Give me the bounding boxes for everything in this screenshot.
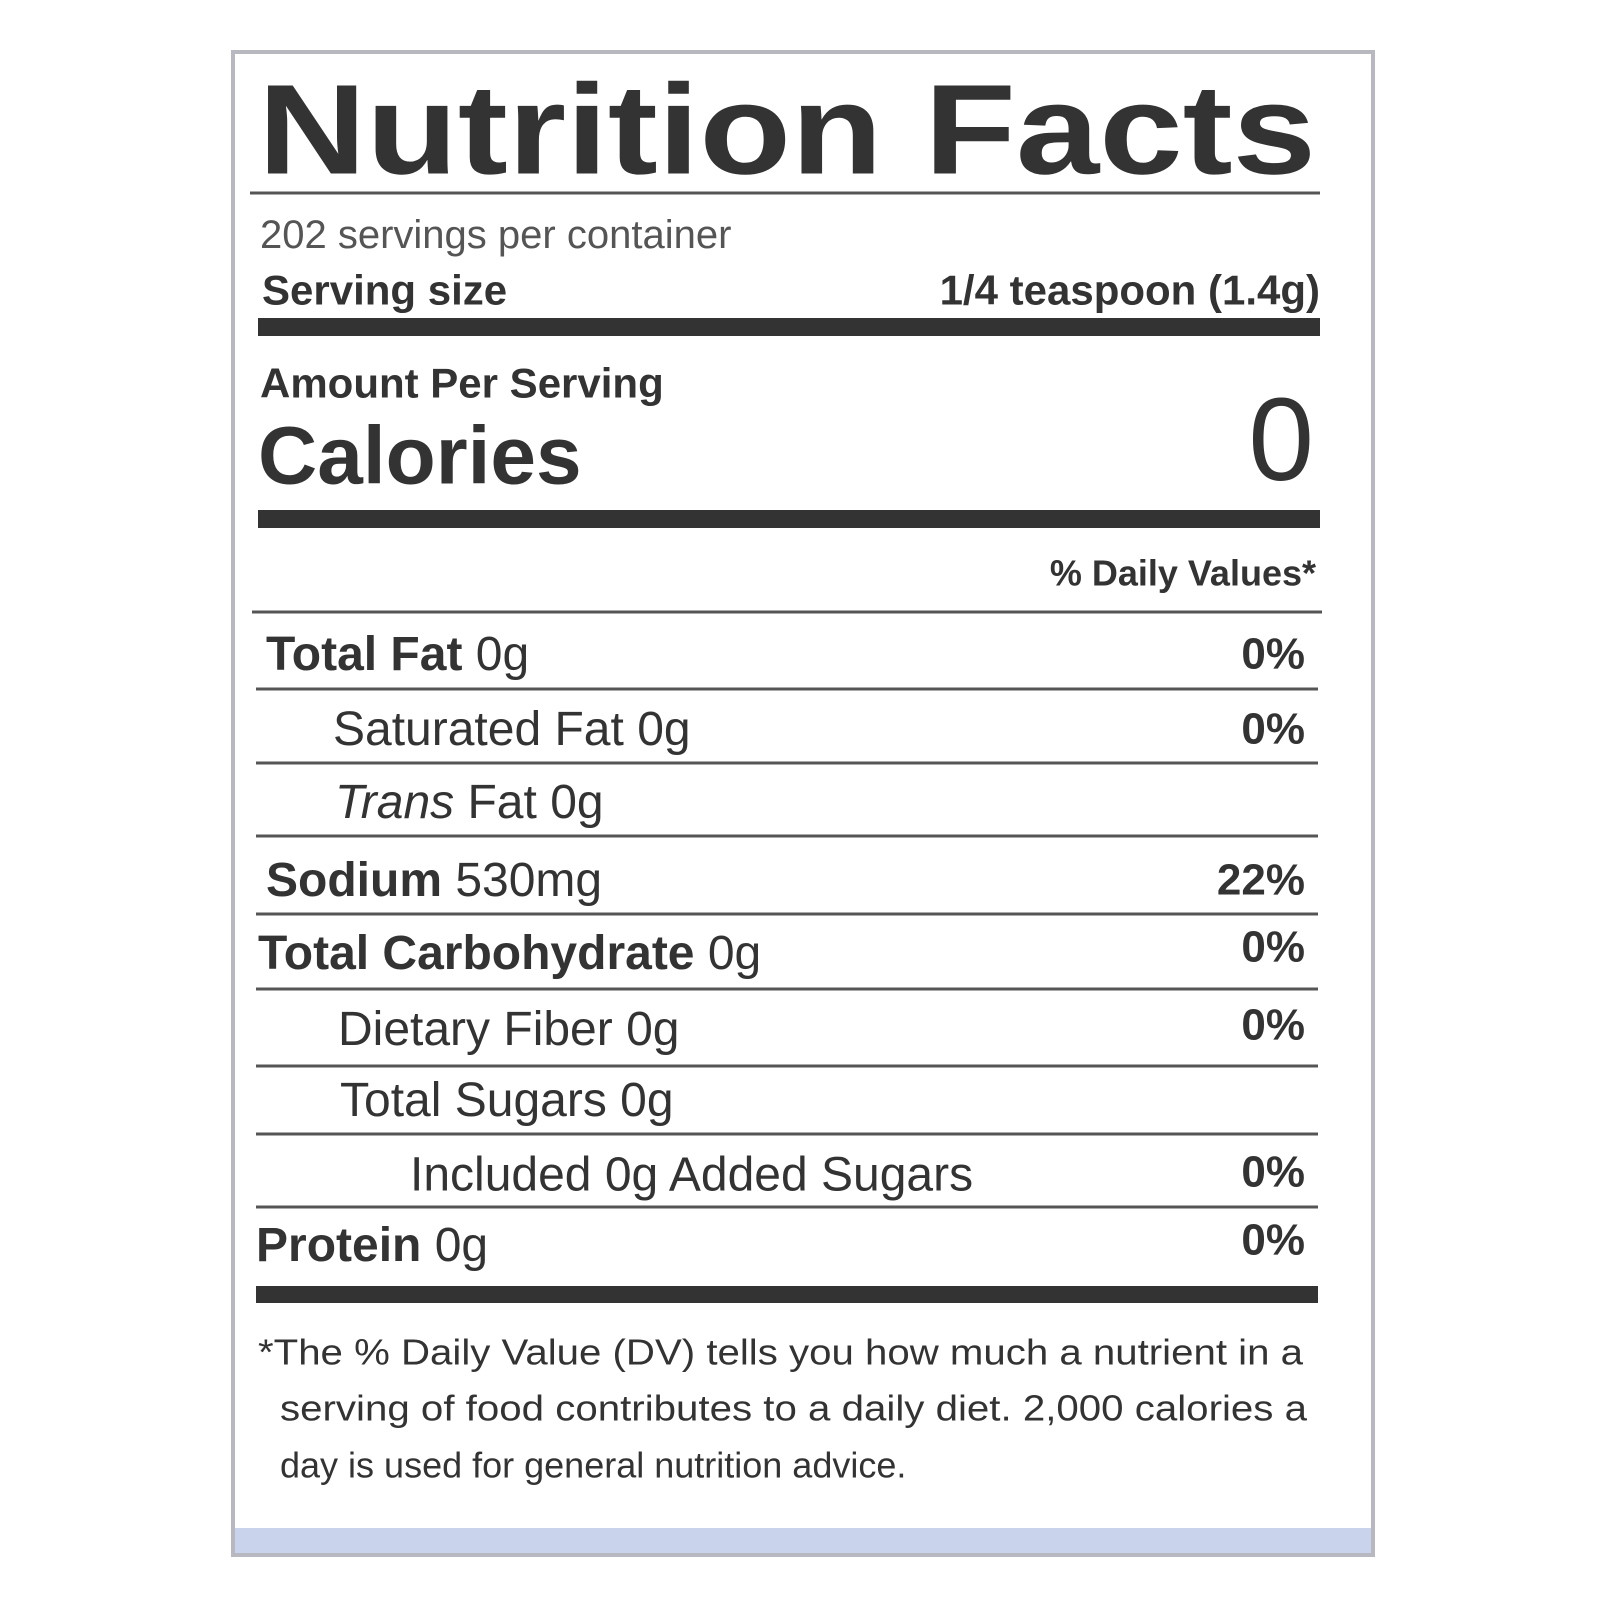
nutrient-dv: 0% xyxy=(1241,630,1305,679)
nutrient: Total Carbohydrate 0g xyxy=(258,927,761,980)
nutrient-name-italic: Trans xyxy=(335,776,454,829)
dv-header: % Daily Values* xyxy=(1050,553,1316,594)
nutrient-dv: 0% xyxy=(1241,1148,1305,1197)
nutrient-dv: 22% xyxy=(1217,856,1305,905)
nutrient-dv: 0% xyxy=(1241,705,1305,754)
nutrient: Total Sugars 0g xyxy=(340,1074,674,1127)
thick-bar xyxy=(256,1286,1318,1303)
thick-bar xyxy=(258,510,1320,528)
nutrient-name: Dietary Fiber xyxy=(338,1003,613,1056)
nutrient-amount: 0g xyxy=(550,776,603,829)
nutrient-name: Protein xyxy=(256,1219,421,1272)
nutrient-amount: 0g xyxy=(476,628,529,681)
nutrient: Dietary Fiber 0g xyxy=(338,1003,679,1056)
nutrient: Trans Fat 0g xyxy=(335,776,604,829)
nutrient: Saturated Fat 0g xyxy=(333,703,691,756)
nutrient-name: Total Sugars xyxy=(340,1074,607,1127)
footnote-line: *The % Daily Value (DV) tells you how mu… xyxy=(258,1332,1304,1373)
serving-size-value: 1/4 teaspoon (1.4g) xyxy=(940,267,1320,314)
nutrient-amount: 530mg xyxy=(455,854,602,907)
nutrient-amount: 0g xyxy=(637,703,690,756)
nutrient-amount: 0g xyxy=(435,1219,488,1272)
nutrient-name: Total Carbohydrate xyxy=(258,927,695,980)
nutrient: Sodium 530mg xyxy=(266,854,602,907)
title: Nutrition Facts xyxy=(258,59,1316,202)
nutrient-name: Total Fat xyxy=(266,628,462,681)
nutrient-amount: 0g xyxy=(620,1074,673,1127)
footnote-line: day is used for general nutrition advice… xyxy=(280,1445,906,1486)
bottom-tint xyxy=(235,1528,1371,1553)
nutrient-amount: 0g xyxy=(708,927,761,980)
calories-label: Calories xyxy=(258,411,582,502)
nutrient-dv: 0% xyxy=(1241,1001,1305,1050)
servings: 202 servings per container xyxy=(260,213,731,257)
thick-bar xyxy=(258,318,1320,336)
serving-size-label: Serving size xyxy=(262,267,507,314)
nutrient-name: Sodium xyxy=(266,854,442,907)
nutrient-name: Saturated Fat xyxy=(333,703,624,756)
nutrient: Included 0g Added Sugars xyxy=(410,1149,973,1202)
nutrient-dv: 0% xyxy=(1241,923,1305,972)
amount-per-serving: Amount Per Serving xyxy=(260,360,664,407)
nutrient-dv: 0% xyxy=(1241,1216,1305,1265)
nutrient-amount: 0g xyxy=(626,1003,679,1056)
calories-value: 0 xyxy=(1248,374,1314,506)
nutrient-name: Fat xyxy=(467,776,536,829)
label-border xyxy=(231,50,1375,1557)
nutrient: Protein 0g xyxy=(256,1219,488,1272)
footnote-line: serving of food contributes to a daily d… xyxy=(280,1388,1308,1429)
nutrient: Total Fat 0g xyxy=(266,628,529,681)
